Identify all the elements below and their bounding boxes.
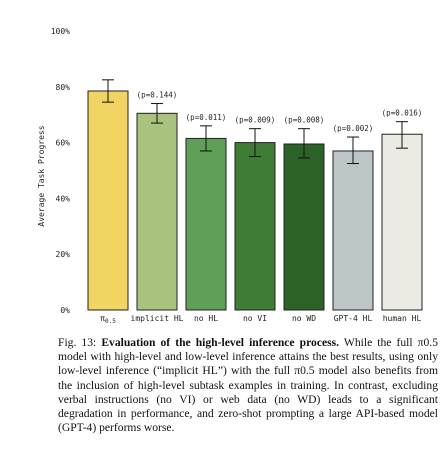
bar <box>185 137 227 311</box>
x-tick-label: no WD <box>292 314 316 323</box>
y-tick-label: 40% <box>56 194 71 203</box>
x-tick-label: π0.5 <box>100 314 116 325</box>
y-tick-label: 60% <box>56 139 71 148</box>
y-axis-label: Average Task Progress <box>37 125 46 226</box>
x-tick-label: implicit HL <box>131 314 184 323</box>
x-tick-labels: π0.5 implicit HL no HL no VI no WD GPT-4 HL hu… <box>100 314 421 325</box>
p-value-label: (p=0.008) <box>284 116 325 125</box>
y-tick-label: 0% <box>60 306 70 315</box>
x-tick-label: no VI <box>243 314 267 323</box>
p-value-label: (p=0.002) <box>333 124 374 133</box>
caption-label: Fig. 13: <box>58 336 97 349</box>
y-tick-label: 20% <box>56 250 71 259</box>
figure-caption: Fig. 13: Evaluation of the high-level in… <box>58 336 438 435</box>
bar <box>332 150 374 311</box>
p-value-label: (p=0.016) <box>382 109 423 118</box>
bar <box>283 143 325 311</box>
p-value-labels: (p=0.144) (p=0.011) (p=0.009) (p=0.008) (p=0… <box>137 91 423 133</box>
caption-title: Evaluation of the high-level inference p… <box>101 336 340 349</box>
bar <box>381 133 423 311</box>
x-tick-label: no HL <box>194 314 218 323</box>
bar-chart: 0% 20% 40% 60% 80% 100% Average Task Progress… <box>37 27 423 325</box>
y-tick-label: 100% <box>51 27 70 36</box>
bar <box>87 90 129 311</box>
p-value-label: (p=0.009) <box>235 116 276 125</box>
x-tick-label: human HL <box>383 314 422 323</box>
p-value-label: (p=0.144) <box>137 91 178 100</box>
bars <box>87 79 423 311</box>
p-value-label: (p=0.011) <box>186 113 227 122</box>
y-tick-label: 80% <box>56 83 71 92</box>
y-axis: 0% 20% 40% 60% 80% 100% <box>51 27 70 315</box>
x-tick-label: GPT-4 HL <box>334 314 373 323</box>
bar <box>136 112 178 311</box>
bar <box>234 142 276 311</box>
caption-body: While the full π0.5 model with high-leve… <box>58 336 439 435</box>
